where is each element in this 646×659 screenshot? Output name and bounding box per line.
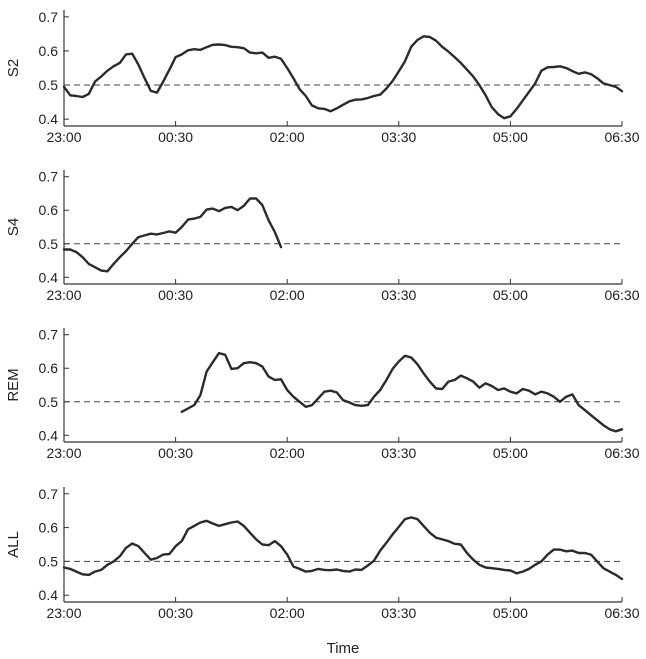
x-tick-label: 06:30 bbox=[604, 287, 639, 303]
y-tick-label: 0.7 bbox=[39, 169, 59, 185]
y-tick-label: 0.5 bbox=[39, 394, 59, 410]
y-tick-label: 0.4 bbox=[39, 587, 59, 603]
x-tick-label: 00:30 bbox=[158, 129, 193, 145]
y-axis-title: ALL bbox=[5, 531, 22, 558]
panel-s4: 0.4 0.5 0.6 0.7 23:00 00:30 02:00 03:30 05:00 06:… bbox=[5, 169, 640, 303]
series-line-rem bbox=[180, 351, 624, 433]
y-tick-label: 0.4 bbox=[39, 111, 59, 127]
x-tick-label: 02:00 bbox=[270, 129, 305, 145]
y-axis-title: REM bbox=[5, 368, 22, 401]
x-tick-label: 02:00 bbox=[270, 605, 305, 621]
x-tick-label: 23:00 bbox=[46, 605, 81, 621]
x-tick-label: 00:30 bbox=[158, 605, 193, 621]
y-tick-label: 0.6 bbox=[39, 360, 59, 376]
x-tick-label: 02:00 bbox=[270, 445, 305, 461]
y-tick-label: 0.6 bbox=[39, 43, 59, 59]
x-tick-label: 00:30 bbox=[158, 287, 193, 303]
x-tick-label: 23:00 bbox=[46, 129, 81, 145]
y-tick-label: 0.4 bbox=[39, 269, 59, 285]
series-line-all bbox=[62, 516, 624, 581]
x-axis-title: Time bbox=[327, 640, 360, 657]
x-tick-label: 05:00 bbox=[493, 287, 528, 303]
x-tick-label: 02:00 bbox=[270, 287, 305, 303]
x-tick-label: 05:00 bbox=[493, 445, 528, 461]
series-line-s4 bbox=[62, 197, 283, 273]
y-tick-label: 0.6 bbox=[39, 202, 59, 218]
x-tick-label: 03:30 bbox=[381, 287, 416, 303]
y-tick-label: 0.4 bbox=[39, 427, 59, 443]
y-tick-label: 0.5 bbox=[39, 236, 59, 252]
x-tick-label: 05:00 bbox=[493, 129, 528, 145]
x-tick-label: 06:30 bbox=[604, 445, 639, 461]
y-axis-title: S2 bbox=[5, 59, 22, 77]
chart-panels: 0.4 0.5 0.6 0.7 23:00 00:30 02:00 03:30 05:00 06:… bbox=[5, 9, 640, 621]
x-tick-label: 06:30 bbox=[604, 605, 639, 621]
y-tick-label: 0.7 bbox=[39, 9, 59, 25]
series-line-s2 bbox=[62, 35, 624, 120]
y-tick-label: 0.7 bbox=[39, 327, 59, 343]
x-tick-label: 23:00 bbox=[46, 445, 81, 461]
x-tick-label: 03:30 bbox=[381, 129, 416, 145]
y-tick-label: 0.5 bbox=[39, 553, 59, 569]
x-tick-label: 03:30 bbox=[381, 605, 416, 621]
y-tick-label: 0.7 bbox=[39, 486, 59, 502]
panel-rem: 0.4 0.5 0.6 0.7 23:00 00:30 02:00 03:30 05:00 06:… bbox=[5, 327, 640, 461]
panel-s2: 0.4 0.5 0.6 0.7 23:00 00:30 02:00 03:30 05:00 06:… bbox=[5, 9, 640, 145]
x-tick-label: 03:30 bbox=[381, 445, 416, 461]
x-tick-label: 06:30 bbox=[604, 129, 639, 145]
y-tick-label: 0.5 bbox=[39, 77, 59, 93]
x-tick-label: 05:00 bbox=[493, 605, 528, 621]
x-tick-label: 00:30 bbox=[158, 445, 193, 461]
panel-all: 0.4 0.5 0.6 0.7 23:00 00:30 02:00 03:30 05:00 06:… bbox=[5, 486, 640, 621]
x-tick-label: 23:00 bbox=[46, 287, 81, 303]
y-axis-title: S4 bbox=[5, 218, 22, 236]
y-tick-label: 0.6 bbox=[39, 520, 59, 536]
